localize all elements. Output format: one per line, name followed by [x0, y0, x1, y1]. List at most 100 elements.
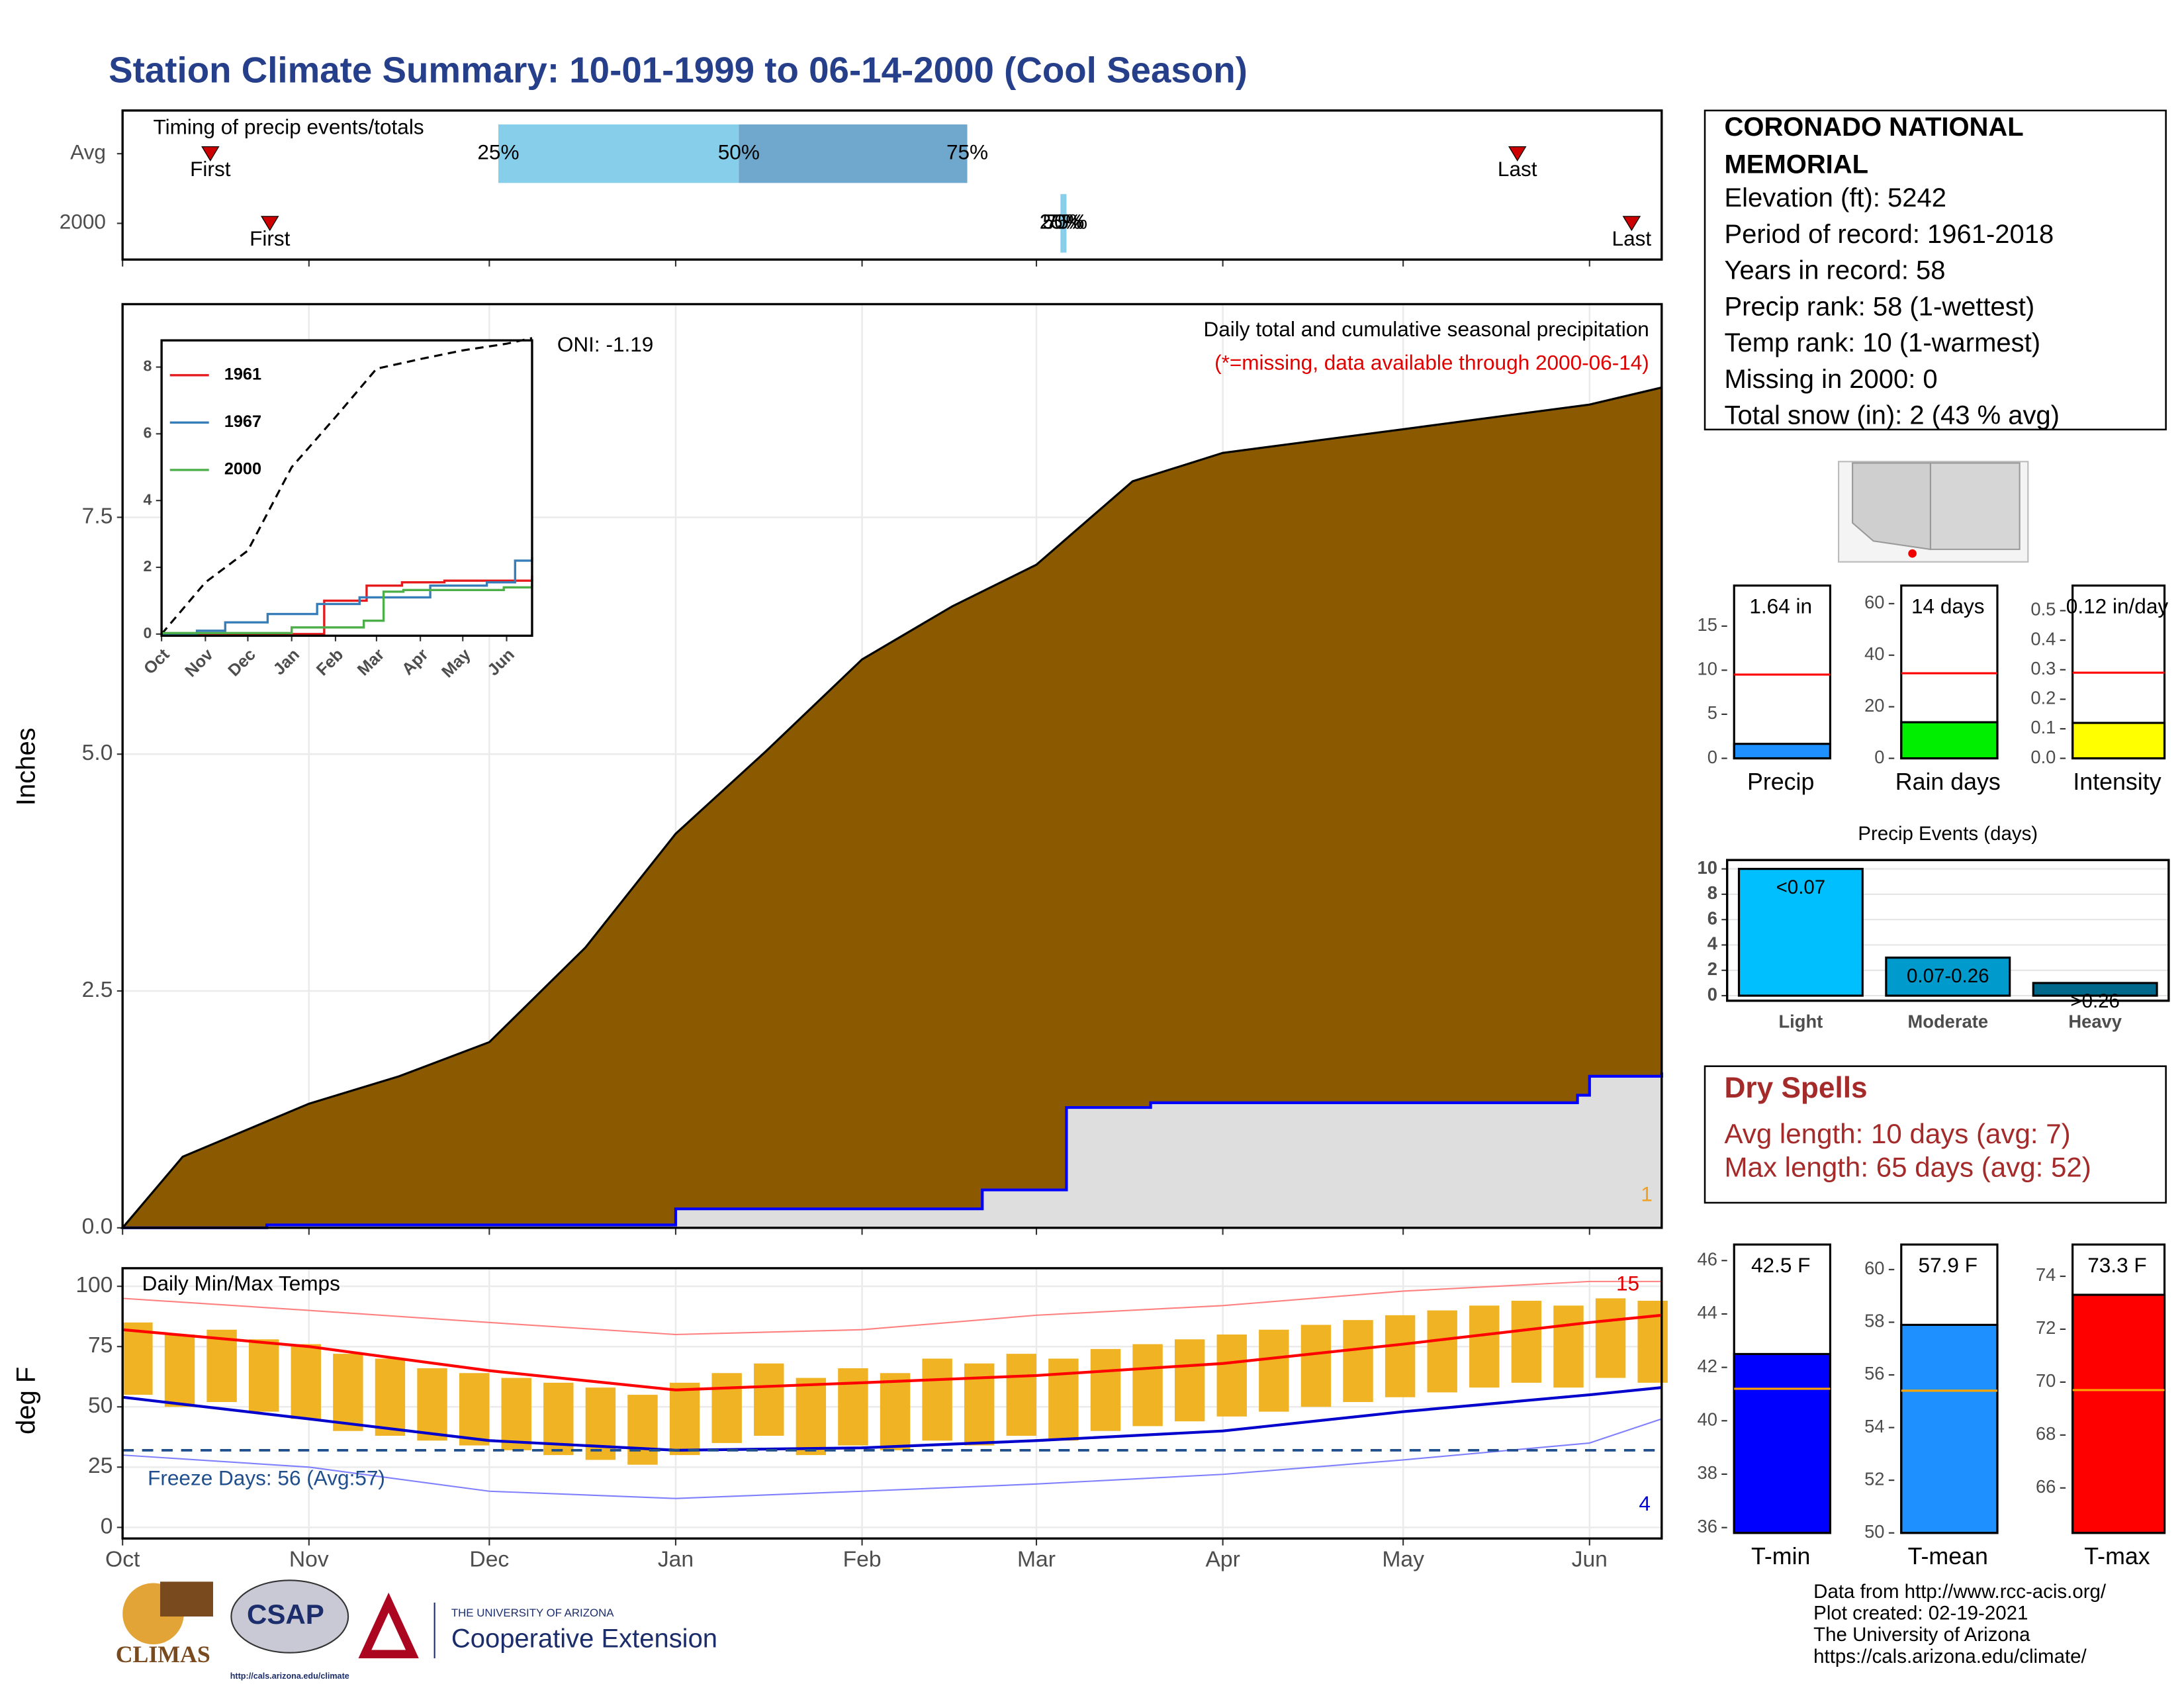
bar	[1900, 1323, 1999, 1534]
climas-icon	[160, 1581, 214, 1617]
y-tick-label: 68	[2036, 1423, 2056, 1444]
y-tick-label: 46	[1698, 1248, 1717, 1269]
y-tick-label: 0	[144, 624, 152, 641]
y-tick-label: 52	[1864, 1468, 1884, 1489]
plot-frame	[160, 339, 533, 637]
y-tick-label: 70	[2036, 1370, 2056, 1391]
bar	[1737, 868, 1864, 997]
category-label: Intensity	[2073, 769, 2161, 795]
temp-bar	[880, 1373, 911, 1450]
map-station	[1908, 549, 1917, 558]
event-marker	[1508, 146, 1527, 162]
category-label: Light	[1778, 1011, 1823, 1032]
station-info: Period of record: 1961-2018	[1724, 220, 2054, 249]
y-axis-label: Inches	[12, 727, 41, 806]
event-label: Last	[1612, 226, 1652, 250]
y-tick-label: 56	[1864, 1363, 1884, 1383]
quartile-bar	[498, 124, 739, 183]
series-line	[161, 557, 533, 635]
event-label: First	[190, 157, 231, 181]
csap-icon	[230, 1579, 349, 1654]
csap-url: http://cals.arizona.edu/climate	[230, 1671, 349, 1681]
y-tick-label: 2.5	[82, 978, 113, 1002]
dry-spells-box	[1704, 1065, 2167, 1204]
cumulative-area	[120, 386, 1663, 1229]
value-box	[2071, 1243, 2166, 1534]
station-info: Precip rank: 58 (1-wettest)	[1724, 292, 2034, 321]
quartile-label: 25%	[1040, 210, 1081, 234]
x-tick-label: Dec	[469, 1548, 509, 1572]
temp-bar	[248, 1339, 279, 1412]
station-info: Missing in 2000: 0	[1724, 365, 1937, 394]
temp-line	[122, 1386, 1662, 1452]
event-marker	[201, 146, 220, 162]
temp-bar	[1259, 1329, 1289, 1412]
y-tick-label: 0.5	[2030, 599, 2056, 620]
y-tick-label: 50	[1864, 1521, 1884, 1542]
csap-logo: CSAP	[247, 1599, 324, 1630]
category-label: T-min	[1751, 1543, 1810, 1570]
y-tick-label: 100	[75, 1273, 113, 1297]
panel-title: Daily Min/Max Temps	[142, 1271, 340, 1295]
ua-name: THE UNIVERSITY OF ARIZONA	[451, 1607, 614, 1619]
ua-logo	[358, 1592, 419, 1659]
y-tick-label: 15	[1698, 614, 1717, 635]
cumulative-line	[122, 1072, 1663, 1229]
y-tick-label: 66	[2036, 1476, 2056, 1497]
temp-bar	[206, 1329, 237, 1402]
y-tick-label: 75	[88, 1333, 113, 1358]
y-tick-label: 8	[1707, 882, 1717, 903]
legend-label: 2000	[224, 460, 261, 479]
temp-bar	[122, 1322, 153, 1395]
y-tick-label: 0.0	[82, 1215, 113, 1239]
station-info: Total snow (in): 2 (43 % avg)	[1724, 401, 2059, 430]
annotation: 4	[1639, 1491, 1651, 1515]
y-tick-label: 2	[144, 557, 152, 575]
quartile-label: 75%	[946, 140, 988, 164]
quartile-label: 25%	[477, 140, 519, 164]
event-label: Last	[1498, 157, 1537, 181]
footer-line: The University of Arizona	[1813, 1624, 2030, 1646]
event-label: First	[250, 226, 291, 250]
temp-line	[122, 1280, 1662, 1336]
value-label: 0.12 in/day	[2066, 594, 2169, 618]
bar	[2071, 722, 2166, 760]
temp-bar	[796, 1378, 827, 1456]
temp-bar	[417, 1368, 447, 1441]
y-tick-label: 54	[1864, 1416, 1884, 1436]
temp-bar	[1637, 1301, 1668, 1383]
y-tick-label: 0.3	[2030, 658, 2056, 679]
y-axis-label: deg F	[12, 1367, 41, 1434]
station-box	[1704, 109, 2167, 431]
temp-bar	[164, 1335, 195, 1407]
temp-bar	[1385, 1315, 1416, 1397]
y-tick-label: 0.4	[2030, 628, 2056, 649]
temp-bar	[375, 1358, 406, 1436]
x-tick-label: Apr	[1205, 1548, 1240, 1572]
temp-bar	[838, 1368, 868, 1446]
temp-bar	[1300, 1325, 1332, 1407]
y-tick-label: 10	[1698, 659, 1717, 679]
bar	[1733, 743, 1832, 760]
series-line	[161, 579, 533, 635]
row-label: 2000	[60, 210, 106, 234]
bar	[1885, 957, 2011, 997]
category-label: T-mean	[1908, 1543, 1988, 1570]
y-tick-label: 0	[1874, 747, 1884, 767]
quartile-bar	[1063, 194, 1067, 253]
y-tick-label: 2	[1707, 959, 1717, 979]
station-info: Years in record: 58	[1724, 256, 1945, 285]
panel-title: Precip Events (days)	[1858, 823, 2038, 845]
annotation: (*=missing, data available through 2000-…	[1214, 350, 1649, 374]
temp-bar	[1343, 1320, 1373, 1402]
y-tick-label: 6	[144, 424, 152, 441]
footer-line: https://cals.arizona.edu/climate/	[1813, 1646, 2087, 1667]
y-tick-label: 20	[1864, 695, 1884, 716]
quartile-label: 50%	[718, 140, 760, 164]
y-tick-label: 58	[1864, 1311, 1884, 1331]
row-label: Avg	[70, 140, 106, 164]
dry-spells-info: Max length: 65 days (avg: 52)	[1724, 1152, 2091, 1183]
temp-bar	[1174, 1339, 1205, 1422]
temp-bar	[333, 1354, 363, 1431]
